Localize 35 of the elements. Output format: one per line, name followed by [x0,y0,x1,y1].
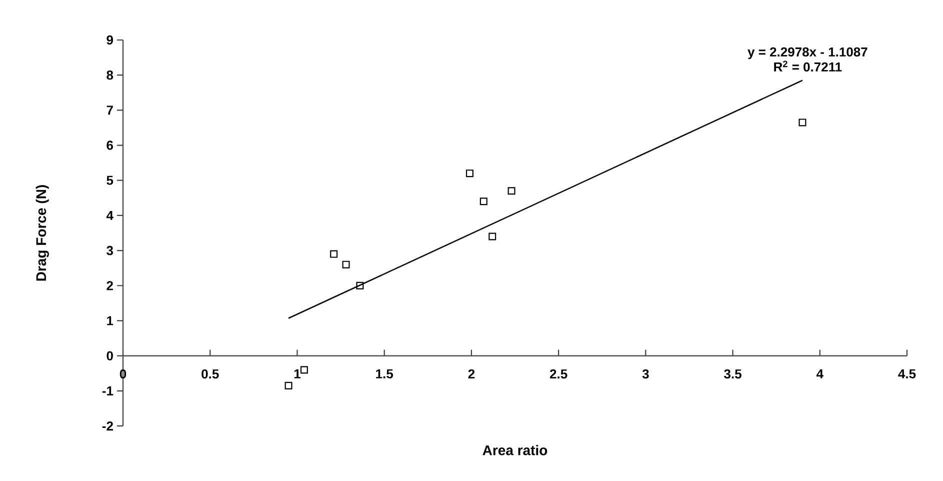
point [466,170,474,178]
y-tick-label: -2 [102,421,113,431]
point [342,260,350,268]
x-axis-title: Area ratio [482,444,548,456]
x-tick-label: 1.5 [376,369,394,378]
y-tick-label: 9 [106,35,113,45]
point [508,187,516,195]
point [330,250,338,258]
y-tick-label: 4 [106,210,114,220]
y-axis-title: Drag Force (N) [36,185,49,281]
point [480,198,488,206]
point [488,232,496,240]
x-tick-label: 2.5 [550,369,568,379]
point [284,382,292,390]
point [300,366,308,374]
y-tick-label: 7 [106,106,113,115]
y-tick-label: 1 [107,316,114,326]
point [356,282,364,290]
annotation: R$^{2}$ = 0.7211 [774,60,842,72]
y-tick-label: 3 [106,246,114,256]
x-tick-label: 0.5 [202,369,219,379]
x-tick-label: 3.5 [724,369,742,379]
x-tick-label: 1 [294,369,300,378]
point [798,118,806,126]
y-tick-label: 6 [106,140,114,150]
y-tick-label: -1 [102,386,114,396]
x-tick-label: 4 [816,369,824,378]
y-tick-label: 2 [106,281,113,290]
y-tick-label: 0 [106,351,113,360]
y-tick-label: 5 [106,176,114,185]
x-tick-label: 2 [468,369,475,378]
x-tick-label: 4.5 [898,369,916,378]
annotation: y = 2.2978x - 1.1087 [748,47,868,60]
y-tick-label: 8 [106,70,114,80]
x-tick-label: 3 [642,369,649,379]
